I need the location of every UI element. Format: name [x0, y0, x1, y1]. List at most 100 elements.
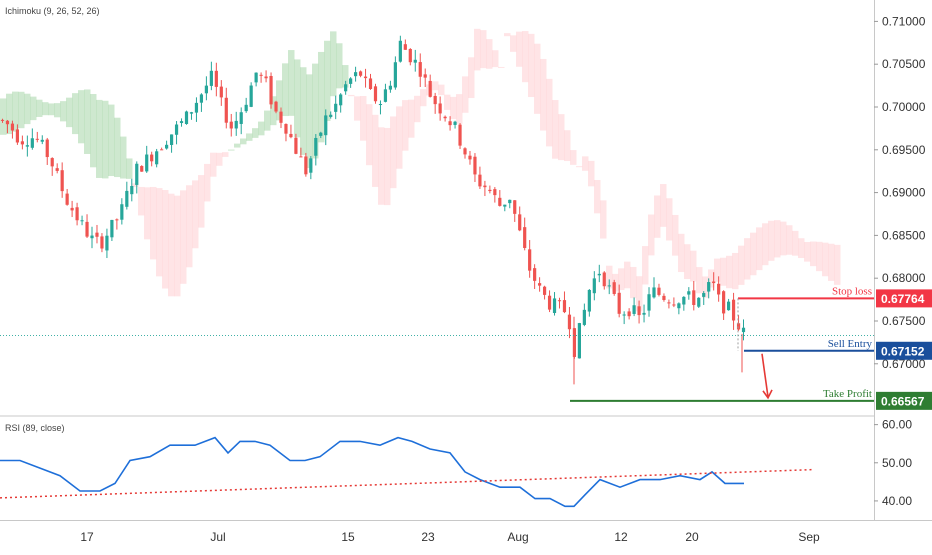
candle-body: [254, 72, 258, 83]
candle-body: [731, 299, 736, 321]
cloud-segment: [90, 94, 97, 168]
cloud-segment: [648, 214, 655, 256]
candle-body: [179, 121, 184, 124]
candle-body: [80, 220, 84, 222]
axes: 0.71000 0.70500 0.70000 0.69500 0.69000 0.685…: [80, 14, 925, 544]
cloud-segment: [486, 39, 493, 69]
cloud-segment: [750, 232, 757, 276]
candle-body: [567, 314, 572, 330]
cloud-segment: [558, 114, 565, 161]
candle-body: [194, 102, 199, 113]
cloud-segment: [798, 238, 805, 259]
candle-body: [125, 190, 129, 207]
take-profit-label: Take Profit: [823, 388, 872, 400]
cloud-segment: [216, 152, 223, 166]
candle-body: [150, 154, 154, 162]
cloud-segment: [834, 244, 841, 285]
candle-body: [135, 163, 139, 185]
cloud-segment: [168, 193, 175, 297]
cloud-segment: [438, 84, 445, 96]
price-tick-label: 0.69000: [882, 186, 926, 200]
candle-body: [612, 282, 616, 294]
cloud-segment: [594, 179, 601, 214]
cloud-segment: [468, 57, 475, 99]
cloud-segment: [360, 95, 367, 141]
candle-body: [547, 295, 552, 310]
candle-body: [702, 293, 706, 297]
candle-body: [174, 124, 179, 135]
time-tick-label: 20: [685, 530, 699, 544]
candle-body: [617, 292, 621, 314]
cloud-segment: [396, 106, 403, 169]
cloud-segment: [444, 94, 451, 110]
candle-body: [329, 114, 333, 117]
candle-body: [488, 189, 492, 192]
cloud-segment: [288, 50, 295, 116]
price-tick-label: 0.70500: [882, 57, 926, 71]
candle-body: [503, 204, 507, 207]
down-arrow-shaft: [761, 353, 769, 397]
candle-body: [324, 115, 328, 136]
cloud-segment: [240, 138, 247, 145]
cloud-segment: [510, 35, 517, 52]
cloud-segment: [78, 90, 85, 144]
cloud-segment: [66, 97, 73, 128]
cloud-segment: [624, 261, 631, 289]
candle-body: [597, 273, 601, 276]
candle-body: [264, 76, 268, 79]
take-profit-price-tag: [876, 391, 932, 410]
candle-body: [105, 235, 109, 251]
cloud-segment: [282, 63, 289, 117]
candle-body: [239, 112, 243, 124]
rsi-tick-label: 40.00: [882, 494, 912, 508]
candle-body: [319, 132, 323, 136]
candle-body: [199, 94, 204, 103]
candle-body: [184, 111, 189, 125]
candle-body: [428, 80, 432, 97]
candle-body: [0, 119, 5, 121]
cloud-segment: [108, 104, 115, 177]
cloud-segment: [336, 43, 343, 89]
cloud-segment: [42, 102, 49, 116]
candle-body: [582, 309, 586, 325]
cloud-segment: [378, 127, 385, 205]
cloud-segment: [738, 245, 745, 285]
candle-body: [483, 185, 487, 188]
candle-body: [493, 189, 497, 196]
candle-body: [627, 311, 631, 317]
rsi-line: [0, 436, 744, 508]
cloud-segment: [492, 50, 499, 68]
candle-body: [304, 156, 308, 175]
candle-body: [368, 78, 373, 89]
candle-body: [538, 283, 542, 286]
candle-body: [637, 306, 641, 316]
cloud-segment: [822, 242, 829, 277]
candle-body: [155, 151, 159, 165]
cloud-segment: [126, 158, 133, 179]
cloud-segment: [618, 268, 625, 291]
cloud-segment: [630, 266, 637, 299]
candle-body: [592, 278, 596, 294]
cloud-segment: [708, 269, 715, 288]
candle-body: [473, 156, 477, 175]
sell-entry-price: 0.67152: [881, 344, 925, 358]
candle-body: [667, 302, 671, 304]
rsi-tick-label: 50.00: [882, 456, 912, 470]
candle-body: [160, 149, 164, 151]
candle-body: [542, 286, 547, 295]
cloud-segment: [588, 160, 595, 187]
candle-body: [65, 193, 69, 205]
candle-body: [677, 303, 681, 309]
cloud-segment: [564, 130, 571, 162]
candle-body: [40, 139, 44, 142]
cloud-segment: [420, 89, 427, 107]
candle-body: [552, 298, 557, 314]
candle-body: [602, 272, 606, 287]
rsi-trendline: [0, 468, 813, 499]
cloud-segment: [192, 180, 199, 249]
cloud-segment: [330, 31, 337, 97]
candle-body: [269, 75, 273, 105]
cloud-segment: [6, 93, 13, 135]
cloud-segment: [156, 188, 163, 277]
cloud-segment: [144, 187, 151, 240]
